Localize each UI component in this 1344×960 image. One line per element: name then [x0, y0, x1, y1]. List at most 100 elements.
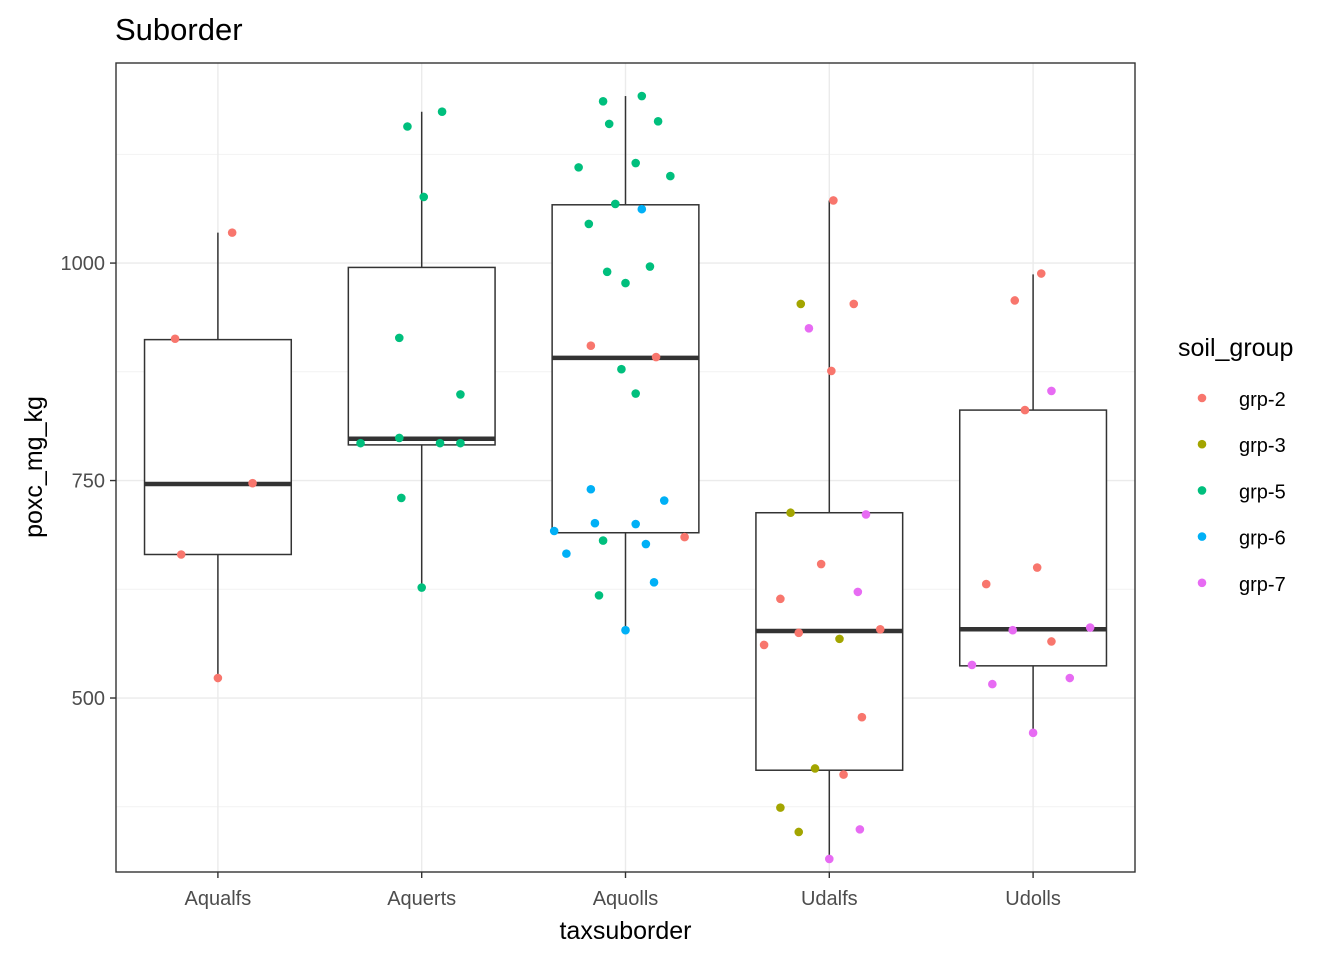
- box-iqr: [755, 511, 904, 771]
- data-point: [1065, 673, 1075, 683]
- series-grp-6: [549, 204, 669, 635]
- data-point: [810, 764, 820, 773]
- data-point: [988, 679, 997, 689]
- data-point: [397, 493, 406, 503]
- data-point: [1085, 623, 1095, 632]
- legend-item-grp-5: grp-5: [1197, 481, 1286, 503]
- data-point: [631, 519, 640, 529]
- data-point: [804, 324, 814, 333]
- data-point: [602, 267, 612, 277]
- data-point: [621, 625, 630, 635]
- legend-label: grp-7: [1239, 574, 1286, 596]
- data-point: [394, 333, 404, 343]
- legend-key: [1197, 578, 1207, 588]
- data-point: [213, 673, 223, 683]
- legend-label: grp-3: [1239, 435, 1286, 457]
- box-udolls: [958, 274, 1108, 733]
- data-point: [248, 478, 257, 488]
- data-point: [1020, 405, 1030, 415]
- data-point: [967, 660, 977, 670]
- x-tick-label: Udalfs: [801, 888, 858, 910]
- data-point: [604, 119, 614, 129]
- legend-key: [1197, 486, 1207, 495]
- plot-panel: [115, 62, 1136, 873]
- data-point: [586, 341, 596, 351]
- data-point: [170, 334, 180, 344]
- legend-items: grp-2 grp-3 grp-5 grp-6 grp-7: [1197, 389, 1286, 596]
- legend-title: soil_group: [1178, 334, 1293, 362]
- legend-item-grp-7: grp-7: [1197, 574, 1286, 596]
- data-point: [590, 518, 600, 528]
- data-point: [1008, 625, 1018, 635]
- data-point: [586, 484, 596, 494]
- data-point: [659, 496, 669, 505]
- data-point: [394, 433, 404, 443]
- y-tick-label: 500: [72, 688, 105, 710]
- data-point: [825, 854, 834, 864]
- data-point: [861, 510, 871, 519]
- data-point: [776, 803, 785, 812]
- x-tick-label: Aqualfs: [185, 888, 252, 910]
- data-point: [598, 96, 608, 106]
- x-tick-label: Udolls: [1005, 888, 1061, 910]
- data-point: [437, 107, 447, 117]
- data-point: [1036, 269, 1046, 278]
- box-iqr: [958, 409, 1108, 667]
- data-point: [816, 559, 826, 569]
- data-point: [562, 549, 571, 558]
- y-tick-label: 750: [72, 471, 105, 493]
- legend-key: [1197, 532, 1207, 541]
- data-point: [617, 364, 626, 374]
- legend-item-grp-3: grp-3: [1197, 435, 1286, 457]
- data-point: [853, 587, 863, 597]
- data-point: [621, 278, 630, 288]
- box-aqualfs: [143, 232, 293, 679]
- data-point: [611, 199, 620, 209]
- data-point: [649, 578, 659, 587]
- legend: soil_group grp-2 grp-3 grp-5 grp-6 grp-7: [1178, 334, 1293, 596]
- data-point: [666, 171, 675, 181]
- legend-key: [1197, 393, 1207, 403]
- series-grp-3: [776, 299, 844, 837]
- data-point: [549, 526, 559, 536]
- data-point: [176, 550, 186, 559]
- legend-label: grp-2: [1239, 389, 1286, 411]
- data-point: [1047, 386, 1056, 396]
- legend-label: grp-5: [1239, 481, 1286, 503]
- data-point: [574, 163, 583, 172]
- data-point: [794, 827, 804, 837]
- data-point: [857, 712, 867, 722]
- x-axis-title: taxsuborder: [559, 917, 691, 945]
- axes: 500 750 1000 Aqualfs Aquerts Aquolls Udalfs Udo…: [61, 253, 1061, 910]
- data-point: [227, 228, 237, 237]
- data-point: [829, 196, 838, 205]
- series-grp-2: [170, 196, 1056, 779]
- legend-item-grp-2: grp-2: [1197, 389, 1286, 411]
- data-point: [594, 591, 604, 600]
- data-point: [1010, 296, 1020, 305]
- data-point: [875, 625, 885, 634]
- x-tick-label: Aquolls: [593, 888, 659, 910]
- data-point: [645, 262, 655, 271]
- chart-title: Suborder: [115, 12, 243, 47]
- data-point: [835, 634, 844, 644]
- data-point: [456, 438, 465, 448]
- data-point: [584, 219, 594, 229]
- data-point: [435, 438, 445, 448]
- legend-key: [1197, 439, 1207, 449]
- legend-label: grp-6: [1239, 528, 1286, 550]
- point-layer: [170, 91, 1095, 864]
- data-point: [631, 158, 640, 168]
- box-iqr: [347, 266, 496, 446]
- data-point: [637, 204, 647, 214]
- data-point: [759, 640, 769, 650]
- data-point: [796, 299, 806, 309]
- data-point: [419, 192, 429, 202]
- x-tick-label: Aquerts: [387, 888, 456, 910]
- y-tick-label: 1000: [61, 253, 106, 275]
- data-point: [1047, 637, 1056, 646]
- series-grp-7: [804, 324, 1095, 864]
- box-layer: [143, 96, 1108, 859]
- data-point: [417, 583, 427, 592]
